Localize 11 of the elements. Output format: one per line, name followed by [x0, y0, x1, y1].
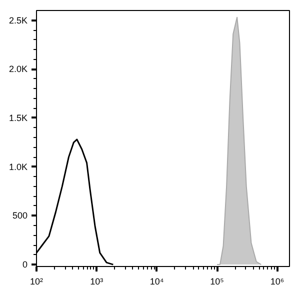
x-tick-label: 10³	[90, 276, 104, 286]
y-tick-label: 0	[22, 260, 28, 270]
y-tick-label: 1.5K	[8, 112, 28, 123]
x-tick-label: 10⁴	[150, 276, 164, 286]
y-tick-label: 2.0K	[8, 64, 28, 74]
y-tick-label: 1.0K	[8, 162, 28, 172]
y-tick-label: 500	[12, 210, 28, 221]
y-tick-label: 2.5K	[8, 15, 28, 26]
x-tick-label: 10⁵	[210, 276, 224, 286]
x-tick-label: 10⁶	[270, 276, 284, 286]
x-tick-label: 10²	[30, 276, 44, 286]
